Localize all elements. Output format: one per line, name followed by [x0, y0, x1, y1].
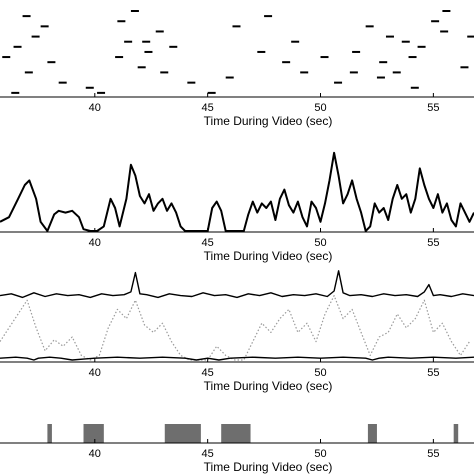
segment-bar	[47, 424, 52, 443]
segment-bar	[453, 424, 459, 443]
spike-mark	[130, 10, 139, 12]
spike-mark	[320, 56, 329, 59]
spike-mark	[31, 35, 40, 38]
activity-line-panel: 40 45 50 55 Time During Video (sec)	[0, 151, 474, 263]
x-tick-label: 45	[202, 448, 214, 460]
spike-mark	[440, 30, 449, 33]
x-tick-label: 40	[89, 367, 101, 379]
spike-mark	[401, 40, 410, 43]
segment-bar	[367, 424, 377, 443]
x-axis-title: Time During Video (sec)	[204, 379, 333, 393]
trace-series-line-2	[0, 295, 471, 361]
spike-mark	[291, 40, 300, 43]
x-tick-label: 50	[314, 367, 326, 379]
segment-bar	[164, 424, 201, 443]
spike-mark	[352, 50, 361, 53]
trace-series-line-3	[0, 356, 474, 361]
activity-series-line	[0, 151, 474, 232]
spike-mark	[11, 91, 20, 94]
spike-mark	[117, 20, 126, 23]
x-tick-label: 50	[314, 237, 326, 249]
x-tick-label: 40	[89, 102, 101, 114]
spike-mark	[365, 25, 374, 28]
spike-mark	[392, 71, 401, 74]
multi-trace-panel: 40 45 50 55 Time During Video (sec)	[0, 270, 474, 393]
spike-mark	[410, 86, 419, 89]
segment-bar-panel: 40 45 50 55 Time During Video (sec)	[0, 424, 474, 474]
x-tick-label: 45	[202, 367, 214, 379]
spike-mark	[442, 10, 451, 12]
raster-panel: 40 45 50 55 Time During Video (sec)	[0, 10, 474, 128]
spike-mark	[142, 40, 151, 43]
x-axis-title: Time During Video (sec)	[204, 249, 333, 263]
spike-mark	[47, 61, 56, 64]
spike-mark	[24, 71, 33, 74]
x-axis-title: Time During Video (sec)	[204, 460, 333, 474]
x-tick-label: 40	[89, 237, 101, 249]
spike-mark	[257, 50, 266, 53]
x-axis-title: Time During Video (sec)	[204, 114, 333, 128]
spike-mark	[13, 45, 22, 48]
spike-mark	[97, 91, 106, 94]
spike-mark	[207, 91, 216, 94]
spike-mark	[160, 71, 169, 74]
spike-mark	[169, 45, 178, 48]
spike-mark	[408, 56, 417, 59]
x-tick-label: 45	[202, 237, 214, 249]
segment-bar	[83, 424, 104, 443]
spike-mark	[460, 66, 469, 69]
spike-mark	[144, 50, 153, 53]
spike-mark	[225, 76, 234, 79]
x-tick-label: 50	[314, 102, 326, 114]
spike-mark	[467, 35, 474, 38]
spike-mark	[155, 30, 164, 33]
spike-mark	[115, 56, 124, 59]
spike-mark	[187, 81, 196, 84]
x-tick-label: 40	[89, 448, 101, 460]
x-tick-label: 55	[427, 237, 439, 249]
x-tick-label: 55	[427, 448, 439, 460]
spike-mark	[264, 15, 273, 18]
spike-mark	[22, 15, 31, 18]
spike-mark	[334, 81, 343, 84]
spike-mark	[417, 45, 426, 48]
spike-mark	[385, 35, 394, 38]
spike-mark	[85, 86, 94, 89]
spike-mark	[40, 25, 49, 28]
spike-mark	[379, 61, 388, 64]
x-tick-label: 55	[427, 102, 439, 114]
x-tick-label: 45	[202, 102, 214, 114]
spike-mark	[232, 25, 241, 28]
spike-mark	[2, 56, 11, 59]
trace-series-line-1	[0, 270, 474, 299]
spike-mark	[282, 61, 291, 64]
x-tick-label: 50	[314, 448, 326, 460]
spike-mark	[349, 71, 358, 74]
x-tick-label: 55	[427, 367, 439, 379]
spike-mark	[431, 20, 440, 23]
spike-mark	[137, 66, 146, 69]
spike-mark	[58, 81, 67, 84]
segment-bar	[221, 424, 251, 443]
spike-mark	[300, 71, 309, 74]
spike-mark	[124, 40, 133, 43]
spike-mark	[376, 76, 385, 79]
